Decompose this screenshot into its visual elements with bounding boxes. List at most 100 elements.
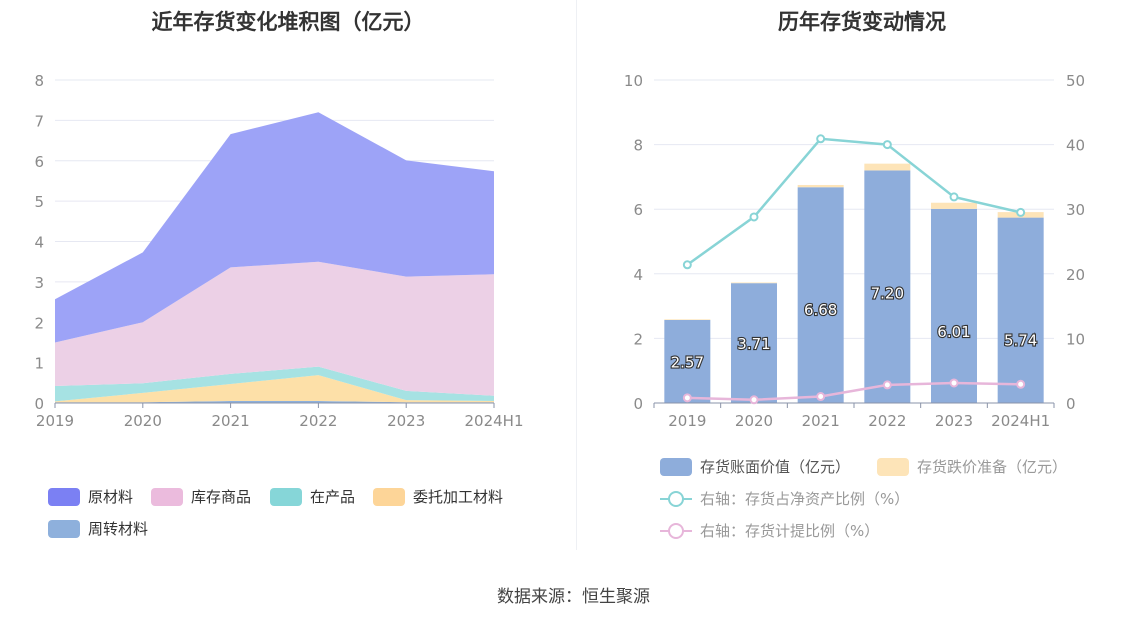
x-tick-label: 2020 [124, 412, 162, 430]
y-tick-label: 0 [633, 395, 643, 413]
legend-item[interactable]: 库存商品 [151, 486, 251, 507]
line-point [749, 212, 759, 222]
line-point [882, 380, 892, 390]
y-tick-label: 4 [34, 234, 44, 252]
y2-tick-label: 20 [1066, 266, 1085, 284]
bar-value-label: 3.71 [737, 335, 770, 353]
legend-item[interactable]: 原材料 [48, 486, 133, 507]
x-tick-label: 2024H1 [991, 412, 1050, 430]
bar-provision [931, 202, 977, 209]
x-tick-label: 2019 [668, 412, 706, 430]
x-tick-label: 2024H1 [465, 412, 524, 430]
line-右轴：存货占净资产比例（%） [686, 137, 1021, 266]
line-右轴：存货计提比例（%） [687, 381, 1021, 402]
bar-value-label: 6.01 [937, 323, 970, 341]
x-tick-label: 2020 [735, 412, 773, 430]
line-point [882, 140, 892, 150]
legend-label: 周转材料 [88, 520, 149, 538]
panel-divider [576, 0, 577, 550]
x-tick-label: 2021 [802, 412, 840, 430]
area-周转材料 [55, 400, 494, 403]
y-tick-label: 3 [34, 274, 44, 292]
line-point [816, 134, 826, 144]
x-tick-label: 2022 [299, 412, 337, 430]
bar-book-value [664, 319, 711, 403]
bar-provision [731, 282, 777, 284]
area-在产品 [55, 366, 494, 402]
bar-provision [664, 319, 711, 320]
legend-swatch [877, 457, 909, 476]
line-point [949, 192, 959, 202]
line-point [682, 393, 692, 403]
y-tick-label: 8 [34, 72, 44, 90]
bar-value-label: 2.57 [671, 353, 704, 371]
line-point [1016, 207, 1026, 217]
x-tick-label: 2023 [387, 412, 425, 430]
legend-swatch [270, 487, 302, 506]
legend-swatch [660, 457, 692, 476]
y-tick-label: 2 [34, 314, 44, 332]
bar-provision [797, 184, 844, 188]
legend-item[interactable]: 在产品 [270, 486, 355, 507]
legend-swatch [151, 487, 183, 506]
line-point [1016, 379, 1026, 389]
left-chart-panel: 近年存货变化堆积图（亿元） 0 1 2 3 4 5 6 7 8 2019 2020 2021 2022 2… [0, 0, 576, 550]
legend-item[interactable]: 存货账面价值（亿元） [660, 456, 850, 477]
bar-value-label: 7.20 [871, 284, 904, 302]
y2-tick-label: 0 [1066, 395, 1076, 413]
legend-item[interactable]: 周转材料 [48, 518, 148, 539]
legend-label: 委托加工材料 [413, 488, 504, 506]
area-库存商品 [55, 261, 494, 396]
line-point [682, 260, 692, 270]
legend-label: 右轴：存货计提比例（%） [700, 522, 880, 540]
legend-item[interactable]: 右轴：存货计提比例（%） [660, 520, 879, 541]
y-tick-label: 0 [34, 395, 44, 413]
area-委托加工材料 [55, 375, 494, 403]
bar-book-value [731, 283, 777, 403]
stacked-area-chart: 0 1 2 3 4 5 6 7 8 2019 2020 2021 2022 2023 2024H1 [34, 72, 524, 430]
y2-tick-label: 30 [1066, 201, 1085, 219]
bar-book-value [864, 170, 911, 403]
legend-label: 库存商品 [191, 488, 252, 506]
bar-value-label: 6.68 [804, 301, 837, 319]
y-tick-label: 2 [633, 330, 643, 348]
x-tick-label: 2021 [212, 412, 250, 430]
bar-book-value [997, 217, 1044, 403]
line-point [949, 378, 959, 388]
legend-label: 存货账面价值（亿元） [700, 458, 851, 476]
line-point [816, 392, 826, 402]
line-point [749, 395, 759, 405]
x-tick-label: 2022 [868, 412, 906, 430]
legend-item[interactable]: 存货跌价准备（亿元） [877, 456, 1067, 477]
legend-swatch [660, 490, 692, 508]
left-chart-title: 近年存货变化堆积图（亿元） [151, 10, 425, 34]
legend-label: 右轴：存货占净资产比例（%） [700, 490, 910, 508]
area-原材料 [55, 112, 494, 343]
y-tick-label: 4 [633, 266, 643, 284]
legend-item[interactable]: 右轴：存货占净资产比例（%） [660, 488, 909, 509]
legend-label: 在产品 [310, 488, 356, 506]
bar-provision [864, 163, 911, 171]
y2-tick-label: 40 [1066, 137, 1085, 155]
y-tick-label: 6 [633, 201, 643, 219]
y-tick-label: 7 [34, 112, 44, 130]
y2-tick-label: 50 [1066, 72, 1085, 90]
legend-item[interactable]: 委托加工材料 [373, 486, 503, 507]
x-tick-label: 2023 [935, 412, 973, 430]
y2-tick-label: 10 [1066, 330, 1085, 348]
bar-book-value [931, 208, 977, 403]
y-tick-label: 5 [34, 193, 44, 211]
y-tick-label: 1 [34, 355, 44, 373]
legend-label: 原材料 [88, 488, 134, 506]
legend-swatch [48, 519, 80, 538]
y-tick-label: 10 [624, 72, 643, 90]
bar-line-chart: 0 2 4 6 8 10 0 10 20 30 40 50 2.57 3.71 6.68 7.20 6.01 5.… [624, 72, 1085, 430]
bar-value-label: 5.74 [1004, 332, 1037, 350]
legend-swatch [48, 487, 80, 506]
legend-label: 存货跌价准备（亿元） [917, 458, 1068, 476]
right-chart-panel: 历年存货变动情况 0 2 4 6 8 10 0 10 20 30 40 50 2.57 3.71 6.68 7… [577, 0, 1147, 550]
data-source-footer: 数据来源：恒生聚源 [497, 587, 650, 607]
y-tick-label: 8 [633, 137, 643, 155]
right-chart-title: 历年存货变动情况 [778, 10, 946, 34]
x-tick-label: 2019 [36, 412, 74, 430]
